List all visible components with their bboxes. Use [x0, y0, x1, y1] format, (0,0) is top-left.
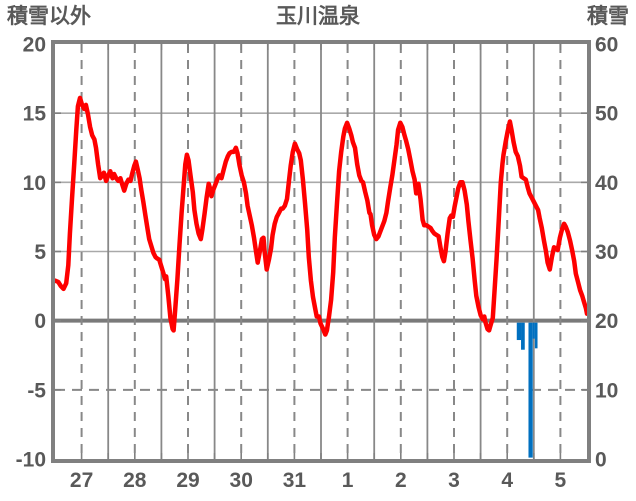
y-axis-left-label: -10 — [16, 449, 46, 472]
y-axis-left-label: -5 — [27, 379, 46, 402]
y-axis-left-label: 15 — [23, 103, 47, 126]
y-axis-right-label: 10 — [595, 379, 618, 402]
y-axis-right-label: 30 — [595, 241, 618, 264]
x-axis-label: 1 — [342, 469, 354, 492]
y-axis-left-label: 20 — [23, 34, 46, 57]
snow-bar — [532, 322, 535, 339]
chart-title: 玉川温泉 — [276, 5, 360, 28]
right-axis-title: 積雪 — [587, 5, 629, 28]
y-axis-right-label: 0 — [595, 449, 607, 472]
x-axis-label: 28 — [123, 469, 147, 492]
x-axis-label: 31 — [283, 469, 307, 492]
left-axis-title: 積雪以外 — [7, 5, 91, 28]
x-axis-label: 4 — [501, 469, 513, 492]
plot-border — [51, 40, 591, 463]
snow-bar — [516, 322, 522, 341]
x-axis-label: 5 — [555, 469, 567, 492]
y-axis-left-label: 0 — [34, 310, 46, 333]
y-axis-left-label: 5 — [34, 241, 46, 264]
snow-bar — [534, 322, 538, 349]
x-axis-label: 2 — [395, 469, 407, 492]
temperature-line — [52, 95, 590, 337]
y-axis-right-label: 20 — [595, 310, 618, 333]
snow-bar — [521, 322, 525, 350]
y-axis-right-label: 40 — [595, 172, 618, 195]
x-axis-label: 29 — [176, 469, 199, 492]
y-axis-right-label: 60 — [595, 34, 618, 57]
x-axis-label: 27 — [70, 469, 93, 492]
x-axis-label: 3 — [448, 469, 460, 492]
y-axis-left-label: 10 — [23, 172, 46, 195]
snow-bar — [528, 322, 533, 458]
y-axis-right-label: 50 — [595, 103, 618, 126]
x-axis-label: 30 — [230, 469, 253, 492]
